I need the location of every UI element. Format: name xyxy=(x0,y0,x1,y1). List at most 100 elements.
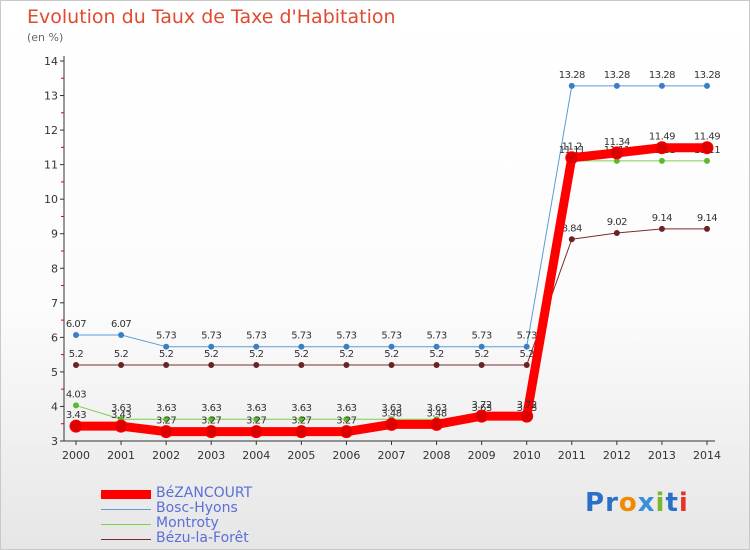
data-label: 5.73 xyxy=(336,331,356,342)
data-point xyxy=(253,343,260,350)
data-point xyxy=(704,157,710,164)
data-label: 3.72 xyxy=(517,400,537,411)
data-point xyxy=(73,362,79,368)
data-label: 3.63 xyxy=(291,403,311,414)
data-label: 5.2 xyxy=(384,349,399,360)
y-tick-label: 11 xyxy=(44,159,58,172)
data-point xyxy=(568,236,575,243)
logo-letter: r xyxy=(605,488,619,518)
data-label: 3.43 xyxy=(111,410,131,421)
chart-title: Evolution du Taux de Taxe d'Habitation xyxy=(27,6,396,28)
data-label: 3.27 xyxy=(246,416,266,427)
data-label: 11.2 xyxy=(562,142,582,153)
data-point xyxy=(294,425,308,439)
data-point xyxy=(339,425,353,439)
data-label: 13.28 xyxy=(604,70,630,81)
data-label: 3.63 xyxy=(426,403,446,414)
x-tick-label: 2014 xyxy=(693,449,721,462)
data-point xyxy=(433,343,440,350)
legend-item: Bosc-Hyons xyxy=(101,500,331,517)
data-point xyxy=(298,362,305,368)
legend-item: Montroty xyxy=(101,515,331,532)
data-label: 9.02 xyxy=(607,217,627,228)
logo-letter: i xyxy=(655,488,666,518)
data-label: 5.2 xyxy=(159,349,174,360)
data-label: 8.84 xyxy=(562,223,582,234)
legend-swatch xyxy=(101,509,151,510)
x-tick-label: 2004 xyxy=(242,449,270,462)
legend-label: Montroty xyxy=(156,515,219,531)
logo-letter: P xyxy=(585,488,606,518)
data-label: 5.2 xyxy=(69,349,84,360)
legend-label: Bosc-Hyons xyxy=(156,500,238,516)
data-point xyxy=(388,362,395,368)
logo-letter: t xyxy=(665,488,679,518)
data-label: 3.48 xyxy=(381,408,401,419)
y-tick-label: 4 xyxy=(51,400,58,413)
data-label: 3.63 xyxy=(246,403,266,414)
data-point xyxy=(159,425,173,439)
series-line xyxy=(75,160,708,420)
data-point xyxy=(385,417,398,431)
data-label: 3.63 xyxy=(111,403,131,414)
data-point xyxy=(700,141,714,155)
logo-letter: i xyxy=(678,488,689,518)
chart-subtitle: (en %) xyxy=(27,31,64,44)
data-label: 3.63 xyxy=(201,403,221,414)
y-tick-label: 9 xyxy=(51,228,58,241)
proxiti-logo: Proxiti xyxy=(585,488,689,518)
data-label: 13.28 xyxy=(559,70,585,81)
data-label: 5.73 xyxy=(156,331,176,342)
data-label: 6.07 xyxy=(66,319,86,330)
data-label: 13.28 xyxy=(694,70,720,81)
data-label: 3.72 xyxy=(472,400,492,411)
data-label: 6.07 xyxy=(111,319,131,330)
data-label: 3.27 xyxy=(291,416,311,427)
data-label: 5.73 xyxy=(472,331,492,342)
data-point xyxy=(298,416,305,423)
data-point xyxy=(658,82,665,89)
data-point xyxy=(208,416,215,423)
legend-swatch xyxy=(101,490,151,499)
logo-letter: x xyxy=(637,488,656,518)
data-label: 9.14 xyxy=(697,213,717,224)
legend-swatch xyxy=(101,539,151,540)
data-point xyxy=(343,362,350,368)
x-tick-label: 2006 xyxy=(332,449,360,462)
data-point xyxy=(204,425,218,439)
data-label: 5.2 xyxy=(114,349,129,360)
data-point xyxy=(704,225,710,232)
x-tick-label: 2010 xyxy=(513,449,541,462)
logo-letter: o xyxy=(618,488,638,518)
data-point xyxy=(613,230,620,237)
data-label: 5.73 xyxy=(426,331,446,342)
legend-label: BéZANCOURT xyxy=(156,485,253,501)
data-label: 3.27 xyxy=(336,416,356,427)
y-tick-label: 10 xyxy=(44,193,58,206)
data-point xyxy=(658,225,665,232)
data-point xyxy=(478,362,485,368)
data-point xyxy=(655,141,669,155)
data-label: 11.11 xyxy=(559,145,585,156)
data-label: 3.63 xyxy=(336,403,356,414)
data-label: 5.73 xyxy=(201,331,221,342)
y-tick-label: 3 xyxy=(51,435,58,448)
data-point xyxy=(704,82,710,89)
data-point xyxy=(114,419,128,433)
data-point xyxy=(568,82,575,89)
x-tick-label: 2011 xyxy=(558,449,586,462)
x-tick-label: 2003 xyxy=(197,449,225,462)
data-label: 13.28 xyxy=(649,70,675,81)
data-point xyxy=(565,151,579,165)
data-point xyxy=(208,362,215,368)
series-line xyxy=(71,143,712,437)
legend-item: Bézu-la-Forêt xyxy=(101,530,331,547)
data-point xyxy=(249,425,263,439)
data-point xyxy=(388,343,395,350)
x-tick-label: 2009 xyxy=(468,449,496,462)
x-tick-label: 2013 xyxy=(648,449,676,462)
data-label: 3.63 xyxy=(472,403,492,414)
data-point xyxy=(613,157,620,164)
